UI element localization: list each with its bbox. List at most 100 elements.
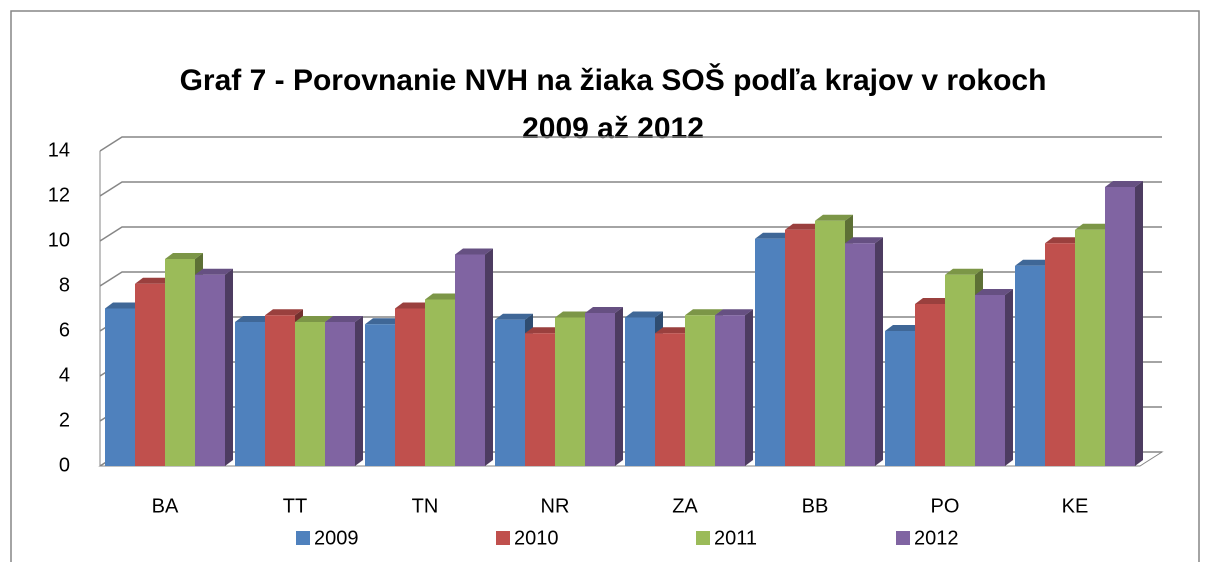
bar [325,322,355,466]
bar [845,243,875,466]
bar [295,322,325,466]
bar-top [555,311,593,318]
bar-side [1135,181,1143,466]
bar [625,317,655,466]
legend-label: 2009 [314,527,359,549]
bar [1015,265,1045,466]
y-tick-label: 12 [48,184,70,206]
x-tick-label: NR [541,495,570,517]
bar [1105,187,1135,466]
bar-top [525,327,563,334]
legend-swatch [696,531,710,545]
bar-side [875,237,883,466]
bar [495,319,525,466]
bar-side [485,248,493,466]
bar-top [685,309,723,316]
bar-top [195,268,233,275]
bar [655,333,685,466]
grid-line [99,181,1162,197]
bar [885,331,915,466]
bar-top [295,316,333,322]
bar [785,229,815,466]
bar [685,315,715,466]
bar-top [395,302,433,309]
bar-top [105,302,143,309]
bar [555,317,585,466]
bar [585,313,615,466]
x-tick-label: TN [412,495,439,517]
bar-top [815,214,853,221]
x-tick-label: PO [931,495,960,517]
x-tick-label: BA [152,495,179,517]
bar-top [325,316,363,322]
y-tick-label: 6 [59,319,70,341]
bar [165,259,195,466]
bar-top [945,268,983,275]
bar-top [365,318,403,325]
legend-swatch [496,531,510,545]
bar-top [975,289,1013,295]
bar [195,274,225,466]
bar [265,315,295,466]
bar-top [1105,181,1143,187]
legend-label: 2010 [514,527,559,549]
bar-side [615,307,623,466]
bar [975,295,1005,466]
chart-title: 2009 až 2012 [522,112,704,145]
bar-top [1015,259,1053,266]
bar-top [915,298,953,304]
bar-side [225,268,233,466]
bar-top [165,253,203,259]
bar [235,322,265,466]
bar [425,299,455,466]
bar [105,308,135,466]
bar [395,308,425,466]
y-tick-label: 0 [59,454,70,476]
bar-top [655,327,693,334]
y-tick-label: 4 [59,364,70,386]
bar-top [1075,223,1113,230]
bar [715,315,745,466]
bar-top [885,325,923,331]
grid-line [99,136,1162,152]
bar-top [235,316,273,322]
bar [915,304,945,466]
bar [525,333,555,466]
y-tick-label: 14 [48,139,70,161]
bar-top [625,311,663,318]
bar-side [745,309,753,466]
bar-top [585,307,623,313]
bar-top [1045,237,1083,244]
bar-top [455,248,493,255]
legend-swatch [896,531,910,545]
y-tick-label: 10 [48,229,70,251]
x-tick-label: TT [283,495,307,517]
bar-top [715,309,753,316]
bar-side [1005,289,1013,466]
bar [365,324,395,466]
bar-top [845,237,883,244]
legend-swatch [296,531,310,545]
bar [1075,229,1105,466]
bar [455,254,485,466]
legend-label: 2011 [714,527,757,549]
bar-top [425,293,463,300]
x-tick-label: ZA [672,495,698,517]
bar-top [495,313,533,320]
bar [945,274,975,466]
y-tick-label: 8 [59,274,70,296]
bar [1045,243,1075,466]
legend-label: 2012 [914,527,959,549]
y-tick-label: 2 [59,409,70,431]
bar-top [265,309,303,316]
x-tick-label: BB [802,495,829,517]
bar [755,238,785,466]
bar-top [785,223,823,230]
bar-side [355,316,363,466]
bar-top [135,277,173,284]
bar [135,283,165,466]
bar [815,220,845,466]
bar-top [755,232,793,239]
